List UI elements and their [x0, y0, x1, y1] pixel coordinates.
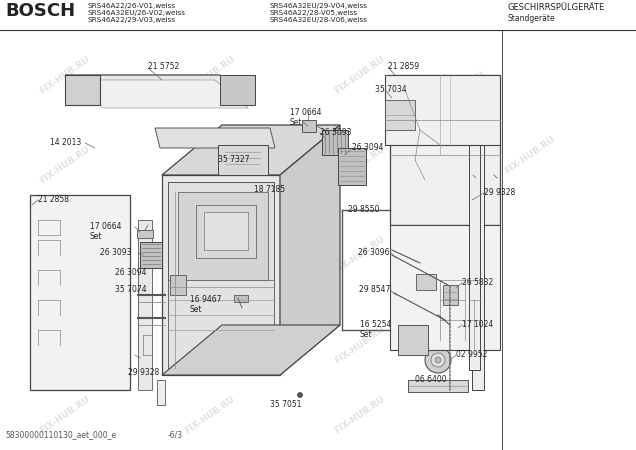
Text: 21 2859: 21 2859 [388, 62, 419, 71]
Text: GESCHIRRSPÜLGERÄTE: GESCHIRRSPÜLGERÄTE [508, 3, 605, 12]
Polygon shape [469, 100, 480, 370]
Polygon shape [138, 220, 152, 390]
Text: FIX-HUB.RU: FIX-HUB.RU [433, 69, 487, 111]
Text: FIX-HUB.RU: FIX-HUB.RU [38, 234, 92, 275]
Polygon shape [280, 125, 340, 375]
Text: 17 0664: 17 0664 [90, 222, 121, 231]
Polygon shape [234, 295, 248, 302]
Text: FIX-HUB.RU: FIX-HUB.RU [333, 324, 387, 365]
Text: FIX-HUB.RU: FIX-HUB.RU [183, 234, 237, 275]
Text: Set: Set [290, 118, 303, 127]
Polygon shape [137, 230, 153, 238]
Circle shape [444, 325, 454, 335]
Text: 26 3096: 26 3096 [359, 248, 390, 257]
Polygon shape [302, 120, 316, 132]
Polygon shape [178, 192, 268, 280]
Text: 26 3093: 26 3093 [320, 128, 352, 137]
Polygon shape [170, 275, 186, 295]
Text: 21 5752: 21 5752 [148, 62, 179, 71]
Polygon shape [322, 130, 348, 155]
Polygon shape [162, 125, 340, 175]
Polygon shape [390, 225, 500, 350]
Polygon shape [65, 75, 255, 105]
Polygon shape [218, 145, 268, 175]
Text: Set: Set [360, 330, 373, 339]
Polygon shape [385, 100, 415, 130]
Text: 16 9467: 16 9467 [190, 295, 221, 304]
Text: 06 6400: 06 6400 [415, 375, 446, 384]
Circle shape [447, 323, 457, 333]
Circle shape [425, 347, 451, 373]
Text: 26 3093: 26 3093 [100, 248, 132, 257]
Polygon shape [490, 75, 500, 100]
Text: FIX-HUB.RU: FIX-HUB.RU [183, 54, 237, 95]
Polygon shape [168, 280, 274, 368]
Text: FIX-HUB.RU: FIX-HUB.RU [38, 394, 92, 436]
Text: FIX-HUB.RU: FIX-HUB.RU [183, 394, 237, 436]
Text: Set: Set [90, 232, 102, 241]
Polygon shape [472, 75, 484, 390]
Text: 26 3094: 26 3094 [115, 268, 146, 277]
Circle shape [435, 357, 441, 363]
Text: 29 8550: 29 8550 [348, 205, 380, 214]
Text: Standgeräte: Standgeräte [508, 14, 556, 23]
Text: 26 5832: 26 5832 [462, 278, 494, 287]
Text: SRS46A22/26-V01,weiss
SRS46A32EU/26-V02,weiss
SRS46A22/29-V03,weiss: SRS46A22/26-V01,weiss SRS46A32EU/26-V02,… [88, 3, 186, 23]
Text: FIX-HUB.RU: FIX-HUB.RU [433, 299, 487, 341]
Text: FIX-HUB.RU: FIX-HUB.RU [333, 234, 387, 275]
Text: 17 0664: 17 0664 [290, 108, 322, 117]
Polygon shape [30, 195, 130, 390]
Text: FIX-HUB.RU: FIX-HUB.RU [38, 144, 92, 185]
Text: 18 7185: 18 7185 [254, 185, 285, 194]
Text: SRS46A32EU/29-V04,weiss
SRS46A22/28-V05,weiss
SRS46A32EU/28-V06,weiss: SRS46A32EU/29-V04,weiss SRS46A22/28-V05,… [270, 3, 368, 23]
Text: 16 5254: 16 5254 [360, 320, 391, 329]
Polygon shape [398, 325, 428, 355]
Polygon shape [196, 205, 256, 258]
Text: 35 7034: 35 7034 [375, 85, 406, 94]
Text: 26 3094: 26 3094 [352, 143, 384, 152]
Polygon shape [155, 128, 275, 148]
Polygon shape [65, 75, 100, 105]
Text: 21 2858: 21 2858 [38, 195, 69, 204]
Text: 29 9328: 29 9328 [484, 188, 515, 197]
Text: FIX-HUB.RU: FIX-HUB.RU [503, 135, 556, 176]
Circle shape [440, 321, 458, 339]
Polygon shape [140, 242, 162, 268]
Polygon shape [390, 75, 500, 225]
Text: 14 2013: 14 2013 [50, 138, 81, 147]
Circle shape [298, 392, 303, 397]
Polygon shape [416, 274, 436, 290]
Text: 35 7074: 35 7074 [115, 285, 147, 294]
Text: 29 9328: 29 9328 [128, 368, 159, 377]
Text: Set: Set [190, 305, 202, 314]
Text: -6/3: -6/3 [168, 430, 183, 439]
Text: FIX-HUB.RU: FIX-HUB.RU [333, 394, 387, 436]
Text: FIX-HUB.RU: FIX-HUB.RU [183, 144, 237, 185]
Polygon shape [220, 75, 255, 105]
Text: FIX-HUB.RU: FIX-HUB.RU [38, 324, 92, 365]
Polygon shape [162, 175, 280, 375]
Polygon shape [70, 80, 248, 108]
Text: 29 8547: 29 8547 [359, 285, 390, 294]
Text: 35 7051: 35 7051 [270, 400, 301, 409]
Text: FIX-HUB.RU: FIX-HUB.RU [333, 144, 387, 185]
Polygon shape [168, 182, 274, 368]
Polygon shape [338, 148, 366, 185]
Polygon shape [157, 380, 165, 405]
Polygon shape [408, 380, 468, 392]
Text: 58300000110130_aet_000_e: 58300000110130_aet_000_e [5, 430, 116, 439]
Text: FIX-HUB.RU: FIX-HUB.RU [333, 54, 387, 95]
Text: 02 9952: 02 9952 [456, 350, 487, 359]
Text: 17 1024: 17 1024 [462, 320, 494, 329]
Polygon shape [443, 285, 458, 305]
Text: FIX-HUB.RU: FIX-HUB.RU [183, 324, 237, 365]
Text: BOSCH: BOSCH [5, 2, 75, 20]
Polygon shape [162, 325, 340, 375]
Text: FIX-HUB.RU: FIX-HUB.RU [38, 54, 92, 95]
Circle shape [431, 353, 445, 367]
Text: 35 7327: 35 7327 [218, 155, 249, 164]
Polygon shape [385, 75, 500, 145]
Polygon shape [204, 212, 248, 250]
